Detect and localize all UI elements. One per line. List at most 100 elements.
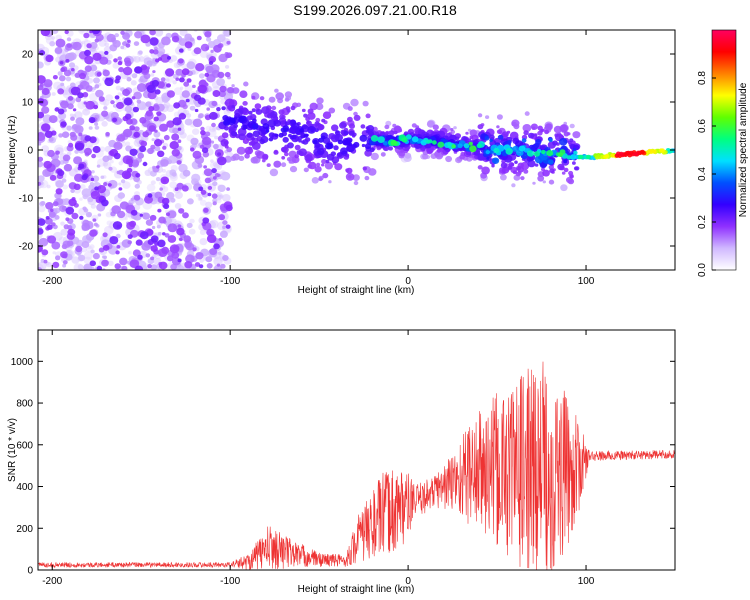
spectrogram-cell — [84, 135, 92, 142]
spectrogram-cell — [167, 223, 178, 233]
spectrogram-cell — [216, 107, 221, 112]
spectrogram-cell — [182, 212, 189, 219]
spectrogram-cell — [206, 107, 210, 111]
spectrogram-cell — [158, 261, 168, 270]
spectrogram-cell — [45, 54, 54, 63]
spectrogram-cell — [262, 153, 269, 160]
spectrogram-cell — [63, 163, 73, 172]
colorbar-tick-label: 0.0 — [697, 263, 708, 277]
spectrogram-cell — [275, 92, 285, 101]
spectrogram-cell — [243, 125, 248, 130]
spectrogram-cell — [142, 212, 151, 220]
spectrogram-cell — [547, 159, 554, 165]
spectrogram-cell — [67, 96, 74, 101]
spectrogram-cell — [156, 224, 161, 229]
spectrogram-cell — [86, 43, 92, 49]
spectrogram-cell — [294, 144, 301, 151]
spectrogram-cell — [39, 83, 44, 87]
spectrogram-cell — [146, 84, 156, 94]
spectrogram-cell — [161, 246, 170, 254]
spectrogram-cell — [271, 105, 277, 111]
spectrogram-cell — [104, 77, 114, 87]
spectrogram-cell — [476, 143, 482, 149]
spectrogram-cell — [501, 166, 510, 174]
spectrogram-cell — [528, 132, 535, 139]
spectrogram-cell — [557, 152, 563, 157]
spectrogram-cell — [149, 49, 155, 54]
spectrogram-cell — [437, 141, 445, 148]
spectrogram-cell — [217, 152, 222, 156]
spectrogram-cell — [186, 61, 196, 70]
spectrogram-cell — [246, 115, 253, 121]
spectrogram-cell — [92, 218, 97, 222]
y-tick-label: 20 — [22, 50, 34, 61]
spectrogram-cell — [477, 165, 483, 170]
spectrogram-cell — [68, 198, 77, 207]
spectrogram-cell — [216, 165, 220, 169]
spectrogram-cell — [101, 120, 108, 127]
spectrogram-cell — [231, 84, 235, 88]
spectrogram-cell — [61, 131, 70, 138]
spectrogram-cell — [523, 130, 529, 136]
spectrogram-cell — [561, 171, 566, 175]
spectrogram-cell — [47, 235, 57, 244]
spectrogram-cell — [302, 139, 309, 145]
spectrogram-cell — [150, 264, 158, 270]
spectrogram-cell — [79, 197, 83, 201]
spectrogram-cell — [74, 149, 79, 154]
spectrogram-cell — [527, 159, 536, 168]
spectrogram-cell — [200, 130, 206, 136]
spectrogram-cell — [481, 166, 490, 175]
spectrogram-cell — [251, 137, 256, 141]
spectrogram-cell — [569, 174, 574, 179]
spectrogram-cell — [352, 174, 360, 182]
spectrogram-cell — [201, 147, 209, 154]
spectrogram-cell — [250, 156, 258, 164]
spectrogram-cell — [190, 147, 195, 152]
spectrogram-cell — [533, 151, 541, 157]
spectrogram-cell — [208, 60, 214, 65]
spectrogram-cell — [48, 115, 58, 124]
spectrogram-cell — [48, 137, 54, 142]
spectrogram-cell — [211, 100, 218, 107]
spectrogram-cell — [122, 181, 131, 189]
spectrogram-cell — [175, 68, 184, 76]
snr-y-ticks: 0 200 400 600 800 1000 — [11, 357, 675, 577]
spectrogram-cell — [64, 30, 69, 35]
spectrogram-cell — [488, 134, 495, 140]
snr-frame — [37, 329, 676, 571]
spectrogram-cell — [493, 147, 500, 154]
spectrogram-cell — [55, 150, 60, 155]
spectrogram-cell — [135, 173, 141, 178]
spectrogram-cell — [146, 183, 156, 192]
spectrogram-cell — [182, 169, 191, 177]
spectrogram-cell — [68, 142, 74, 148]
spectrogram-cell — [284, 121, 290, 126]
spectrogram-cell — [73, 183, 81, 190]
spectrogram-cell — [106, 33, 116, 43]
spectrogram-cell — [161, 96, 170, 103]
x-tick-label: -100 — [220, 576, 240, 587]
spectrogram-cell — [115, 75, 121, 81]
spectrogram-cell — [92, 52, 102, 62]
spectrogram-cell — [347, 116, 353, 122]
spectrogram-cell — [154, 139, 163, 147]
spectrogram-cell — [38, 50, 46, 56]
spectrogram-y-ticks: 20 10 0 -10 -20 — [19, 50, 675, 253]
spectrogram-cell — [139, 231, 149, 240]
spectrogram-cell — [205, 46, 210, 51]
spectrogram-cell — [345, 167, 353, 174]
spectrogram-cell — [603, 154, 608, 160]
spectrogram-cell — [500, 162, 508, 169]
spectrogram-cell — [516, 166, 521, 171]
spectrogram-cell — [97, 185, 107, 194]
spectrogram-cell — [81, 174, 88, 181]
spectrogram-cell — [193, 94, 202, 102]
spectrogram-cell — [463, 143, 470, 149]
spectrogram-cell — [193, 47, 202, 55]
spectrogram-cell — [380, 152, 386, 157]
spectrogram-cell — [150, 235, 159, 243]
spectrogram-cell — [524, 111, 530, 116]
spectrogram-cell — [206, 37, 212, 42]
spectrogram-cell — [142, 161, 148, 167]
